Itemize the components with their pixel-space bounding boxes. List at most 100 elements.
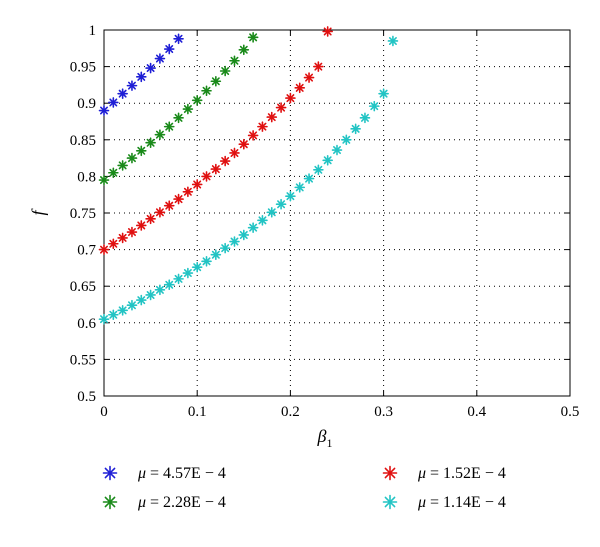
x-tick-label: 0.4	[467, 404, 486, 420]
data-point	[108, 309, 119, 321]
series-3	[98, 26, 333, 255]
data-point	[201, 171, 212, 182]
data-point	[210, 75, 222, 87]
data-point	[313, 164, 324, 176]
x-tick-label: 0.1	[188, 404, 207, 420]
data-point	[210, 163, 222, 175]
data-point	[257, 215, 268, 226]
data-point	[303, 72, 315, 83]
data-point	[145, 62, 156, 74]
y-tick-label: 0.55	[70, 352, 96, 368]
legend-label: μ = 1.14E − 4	[417, 494, 506, 511]
data-point	[108, 167, 119, 179]
legend-entry: μ = 1.52E − 4	[382, 465, 506, 482]
data-point	[126, 299, 138, 311]
data-point	[229, 147, 240, 159]
data-point	[285, 92, 296, 104]
data-point	[191, 94, 203, 106]
y-tick-label: 0.65	[70, 279, 96, 295]
data-point	[219, 65, 231, 77]
legend-label-symbol: μ	[137, 465, 146, 482]
data-point	[117, 160, 128, 171]
legend-label: μ = 1.52E − 4	[417, 465, 506, 482]
x-tick-label: 0.2	[281, 404, 300, 420]
data-point	[219, 242, 231, 254]
data-point	[163, 43, 175, 55]
legend-label: μ = 2.28E − 4	[137, 494, 226, 511]
data-point	[135, 145, 147, 157]
data-point	[126, 80, 138, 91]
data-point	[368, 100, 380, 112]
data-point	[219, 155, 231, 167]
data-point	[117, 232, 128, 244]
legend-entry: μ = 1.14E − 4	[382, 494, 506, 511]
data-point	[108, 238, 119, 250]
data-point	[98, 105, 110, 116]
legend-marker	[102, 465, 118, 481]
data-point	[247, 222, 259, 233]
data-point	[126, 152, 138, 164]
data-point	[238, 138, 250, 150]
data-point	[173, 273, 184, 285]
y-tick-label: 1	[89, 23, 97, 39]
data-point	[275, 102, 287, 113]
y-axis-label: f	[28, 208, 48, 216]
data-point	[294, 82, 306, 94]
data-point	[154, 206, 166, 218]
data-point	[331, 144, 343, 156]
data-point	[145, 289, 156, 301]
legend-label: μ = 4.57E − 4	[137, 465, 226, 482]
legend-marker	[382, 494, 398, 510]
legend-label-value: = 4.57E − 4	[146, 465, 226, 482]
data-point	[145, 137, 156, 149]
data-point	[322, 154, 333, 166]
legend-label-value: = 1.14E − 4	[426, 494, 506, 511]
data-point	[210, 249, 222, 261]
data-point	[163, 200, 175, 211]
y-tick-label: 0.7	[77, 243, 96, 259]
y-tick-label: 0.6	[77, 316, 96, 332]
legend-entry: μ = 4.57E − 4	[102, 465, 226, 482]
data-point	[387, 35, 399, 47]
x-tick-label: 0	[100, 404, 108, 420]
data-point	[238, 229, 250, 241]
data-point	[229, 236, 240, 247]
data-point	[173, 33, 184, 45]
data-point	[191, 179, 203, 190]
legend-entry: μ = 2.28E − 4	[102, 494, 226, 511]
data-point	[154, 129, 166, 140]
data-point	[294, 182, 306, 193]
y-tick-label: 0.75	[70, 206, 96, 222]
data-point	[266, 206, 278, 218]
data-point	[257, 121, 268, 132]
x-axis-label-main: β	[317, 426, 327, 446]
data-point	[275, 198, 287, 210]
y-tick-label: 0.5	[77, 389, 96, 405]
data-point	[350, 123, 361, 135]
x-tick-label: 0.3	[374, 404, 393, 420]
data-point	[135, 294, 147, 306]
ticks: 0 0.1 0.2 0.3 0.4 0.5 0.5 0.55 0.6 0.65 0.7 0.75 0.8…	[70, 23, 580, 420]
data-point	[313, 61, 324, 72]
data-point	[201, 85, 212, 97]
data-point	[135, 71, 147, 83]
x-axis-label-subscript: 1	[326, 436, 332, 450]
data-point	[266, 111, 278, 123]
data-point	[238, 44, 250, 56]
data-point	[117, 88, 128, 99]
data-point	[145, 213, 156, 225]
data-point	[182, 186, 194, 198]
legend-label-value: = 1.52E − 4	[426, 465, 506, 482]
x-tick-label: 0.5	[561, 404, 580, 420]
y-tick-label: 0.85	[70, 133, 96, 149]
data-point	[247, 130, 259, 141]
data-point	[303, 173, 315, 184]
data-point	[182, 103, 194, 115]
y-tick-label: 0.9	[77, 96, 96, 112]
data-point	[359, 112, 371, 124]
data-point	[173, 112, 184, 124]
data-point	[117, 305, 128, 316]
data-point	[378, 88, 389, 99]
